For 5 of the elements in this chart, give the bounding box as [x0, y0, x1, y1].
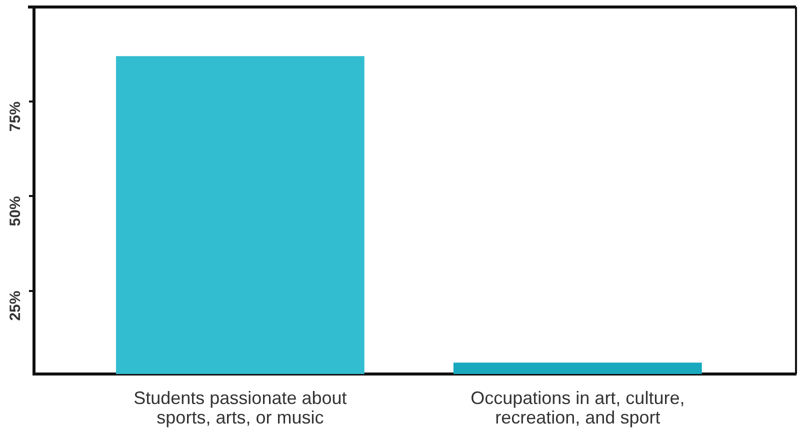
x-tick-label: Students passionate about sports, arts, or music — [134, 388, 347, 428]
y-tick-label: 50% — [7, 196, 24, 226]
x-tick-label: Occupations in art, culture, recreation, and sport — [470, 388, 685, 428]
y-tick-label: 25% — [7, 290, 24, 321]
y-tick-label: 75% — [7, 102, 24, 132]
